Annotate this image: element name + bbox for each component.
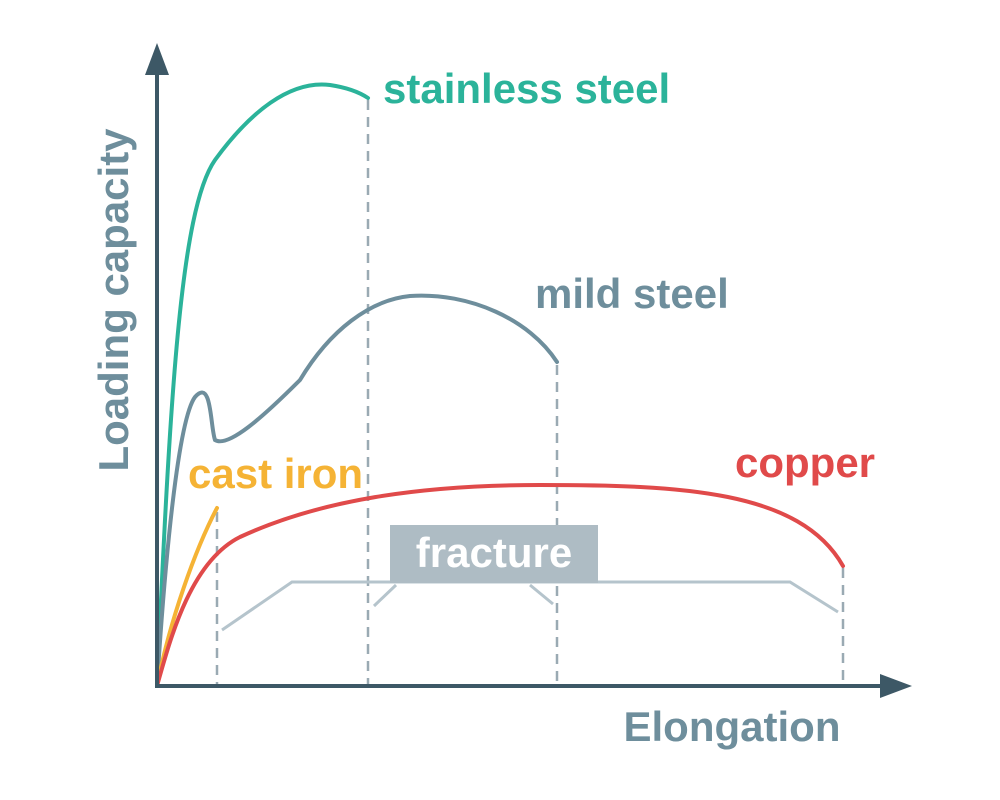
x-axis-label: Elongation — [624, 703, 841, 750]
fracture-box — [390, 525, 598, 583]
copper-curve — [155, 482, 845, 688]
curve-label: mild steel — [535, 270, 729, 317]
fracture-tick — [372, 583, 398, 608]
y-axis-arrow — [145, 43, 169, 75]
mild-steel-curve — [155, 293, 559, 688]
curve-label: stainless steel — [383, 65, 670, 112]
curve-label: copper — [735, 439, 875, 486]
y-axis-label: Loading capacity — [90, 128, 137, 472]
stainless-steel-curve — [155, 82, 370, 688]
fracture-label: fracture — [416, 529, 572, 576]
fracture-bracket — [221, 580, 839, 632]
x-axis-arrow — [880, 674, 912, 698]
fracture-tick — [529, 583, 554, 606]
curve-label: cast iron — [188, 450, 363, 497]
